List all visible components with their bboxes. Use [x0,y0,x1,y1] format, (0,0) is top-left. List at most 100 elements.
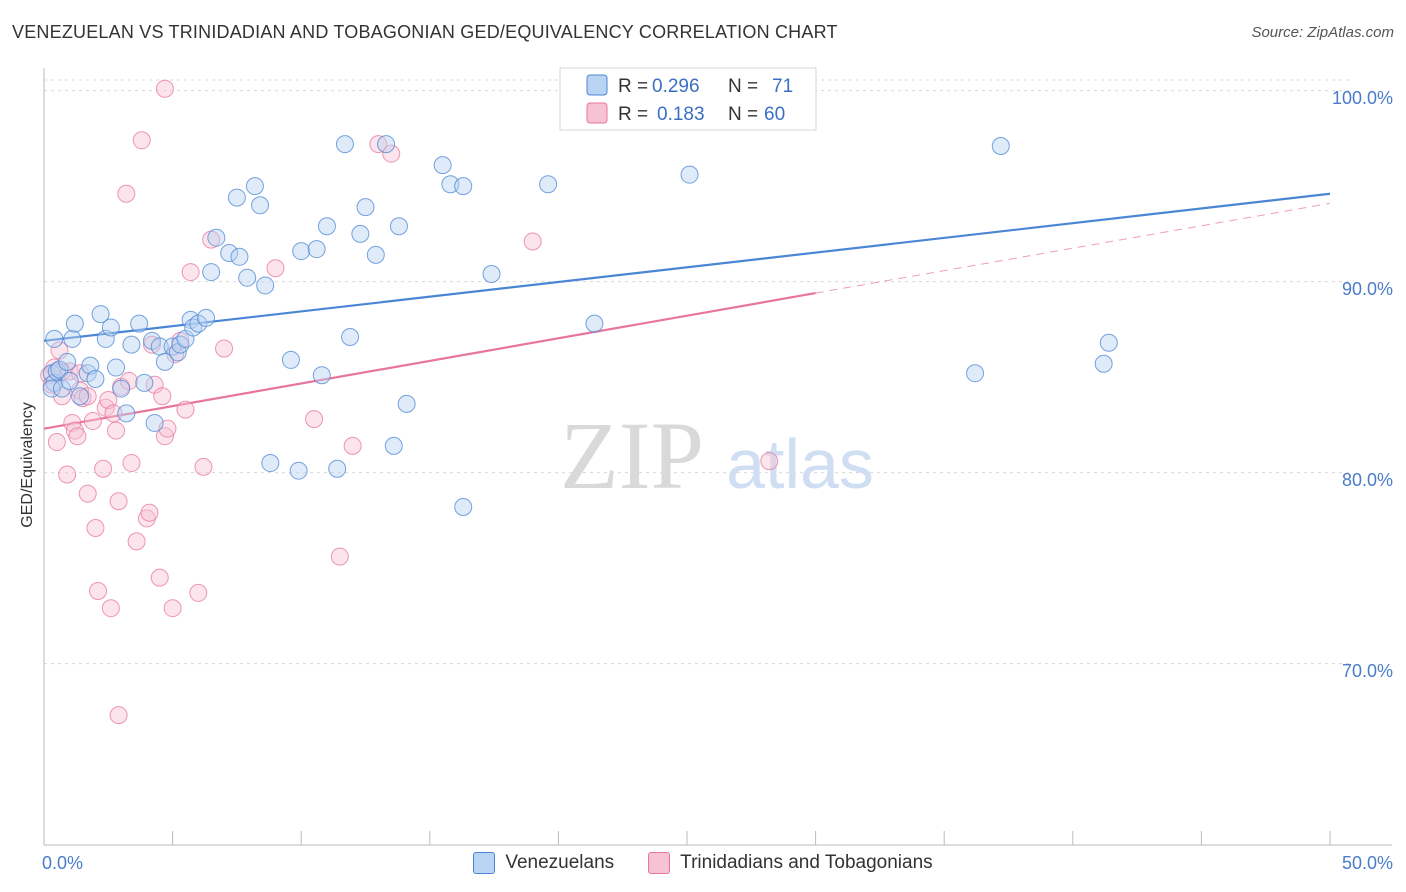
point-venezuelans [96,329,115,348]
point-venezuelans [58,352,77,371]
watermark-zip: ZIP [560,402,704,509]
point-trinidadians [68,427,87,446]
x-tick-label-max: 50.0% [1342,853,1393,873]
point-venezuelans [328,459,347,478]
trendline-trinidadians [43,291,816,430]
point-venezuelans [227,188,246,207]
point-trinidadians [181,263,200,282]
point-venezuelans [50,360,69,379]
point-venezuelans [1099,333,1118,352]
legend-swatch-trinidadians-bottom [648,852,671,874]
legend-item-venezuelans[interactable]: Venezuelans [473,852,614,874]
point-venezuelans [65,314,84,333]
y-tick-label-90: 90.0% [1342,279,1393,299]
point-venezuelans [155,352,174,371]
point-venezuelans [317,217,336,236]
point-trinidadians [58,465,77,484]
point-venezuelans [245,177,264,196]
point-venezuelans [53,379,72,398]
point-trinidadians [143,335,162,354]
point-trinidadians [107,421,126,440]
point-venezuelans [145,413,164,432]
legend-n-label-venezuelans: N = [728,76,758,97]
point-venezuelans [135,373,154,392]
point-venezuelans [397,394,416,413]
source-credit: Source: ZipAtlas.com [1251,24,1394,41]
point-venezuelans [256,276,275,295]
point-trinidadians [78,484,97,503]
legend-n-label-trinidadians: N = [728,104,758,125]
point-trinidadians [83,412,102,431]
x-tick-label-min: 0.0% [42,853,83,873]
watermark-atlas: atlas [726,425,874,503]
point-venezuelans [482,264,501,283]
point-venezuelans [197,308,216,327]
point-venezuelans [45,329,64,348]
point-trinidadians [99,391,118,410]
point-venezuelans [454,177,473,196]
legend-swatch-venezuelans [586,74,608,96]
point-venezuelans [292,242,311,261]
point-trinidadians [153,387,172,406]
point-venezuelans [389,217,408,236]
point-trinidadians [343,436,362,455]
point-venezuelans [117,404,136,423]
point-trinidadians [127,532,146,551]
series-legend: Venezuelans Trinidadians and Tobagonians [0,852,1406,874]
point-venezuelans [238,268,257,287]
point-venezuelans [81,356,100,375]
point-venezuelans [366,245,385,264]
point-venezuelans [107,358,126,377]
legend-label-trinidadians: Trinidadians and Tobagonians [680,852,933,873]
axes [43,68,1392,846]
y-tick-label-100: 100.0% [1332,88,1393,108]
chart-title: VENEZUELAN VS TRINIDADIAN AND TOBAGONIAN… [12,22,838,42]
point-trinidadians [155,79,174,98]
point-trinidadians [150,568,169,587]
y-tick-labels: 70.0% 80.0% 90.0% 100.0% [1332,88,1393,681]
point-venezuelans [289,461,308,480]
trend-lines [43,192,1331,430]
point-venezuelans [433,156,452,175]
point-trinidadians [194,457,213,476]
point-venezuelans [101,318,120,337]
point-trinidadians [53,387,72,406]
gridlines [44,79,1352,665]
trendline-venezuelans [43,192,1331,342]
point-venezuelans [91,305,110,324]
correlation-legend: R = 0.296 N = 71 R = 0.183 N = 60 [559,67,817,131]
legend-n-value-venezuelans: 71 [772,76,793,97]
point-trinidadians [760,452,779,471]
point-trinidadians [266,259,285,278]
point-venezuelans [312,366,331,385]
y-axis-label: GED/Equivalency [19,402,36,527]
point-venezuelans [356,198,375,217]
point-venezuelans [261,454,280,473]
point-trinidadians [104,404,123,423]
legend-r-label-venezuelans: R = [618,76,648,97]
point-venezuelans [60,371,79,390]
point-trinidadians [132,131,151,150]
point-trinidadians [119,371,138,390]
point-venezuelans [585,314,604,333]
point-venezuelans [230,247,249,266]
point-venezuelans [202,263,221,282]
point-venezuelans [454,497,473,516]
legend-n-value-trinidadians: 60 [764,104,785,125]
point-trinidadians [109,706,128,725]
legend-label-venezuelans: Venezuelans [505,852,615,873]
legend-item-trinidadians[interactable]: Trinidadians and Tobagonians [648,852,933,874]
legend-r-value-trinidadians: 0.183 [657,104,705,125]
y-tick-label-80: 80.0% [1342,470,1393,490]
point-venezuelans [281,350,300,369]
point-venezuelans [966,364,985,383]
legend-swatch-trinidadians [586,102,608,124]
point-venezuelans [384,436,403,455]
point-trinidadians [523,232,542,251]
legend-r-value-venezuelans: 0.296 [652,76,700,97]
point-venezuelans [307,240,326,259]
y-tick-label-70: 70.0% [1342,661,1393,681]
point-venezuelans [42,379,61,398]
watermark: ZIP atlas [560,402,874,509]
